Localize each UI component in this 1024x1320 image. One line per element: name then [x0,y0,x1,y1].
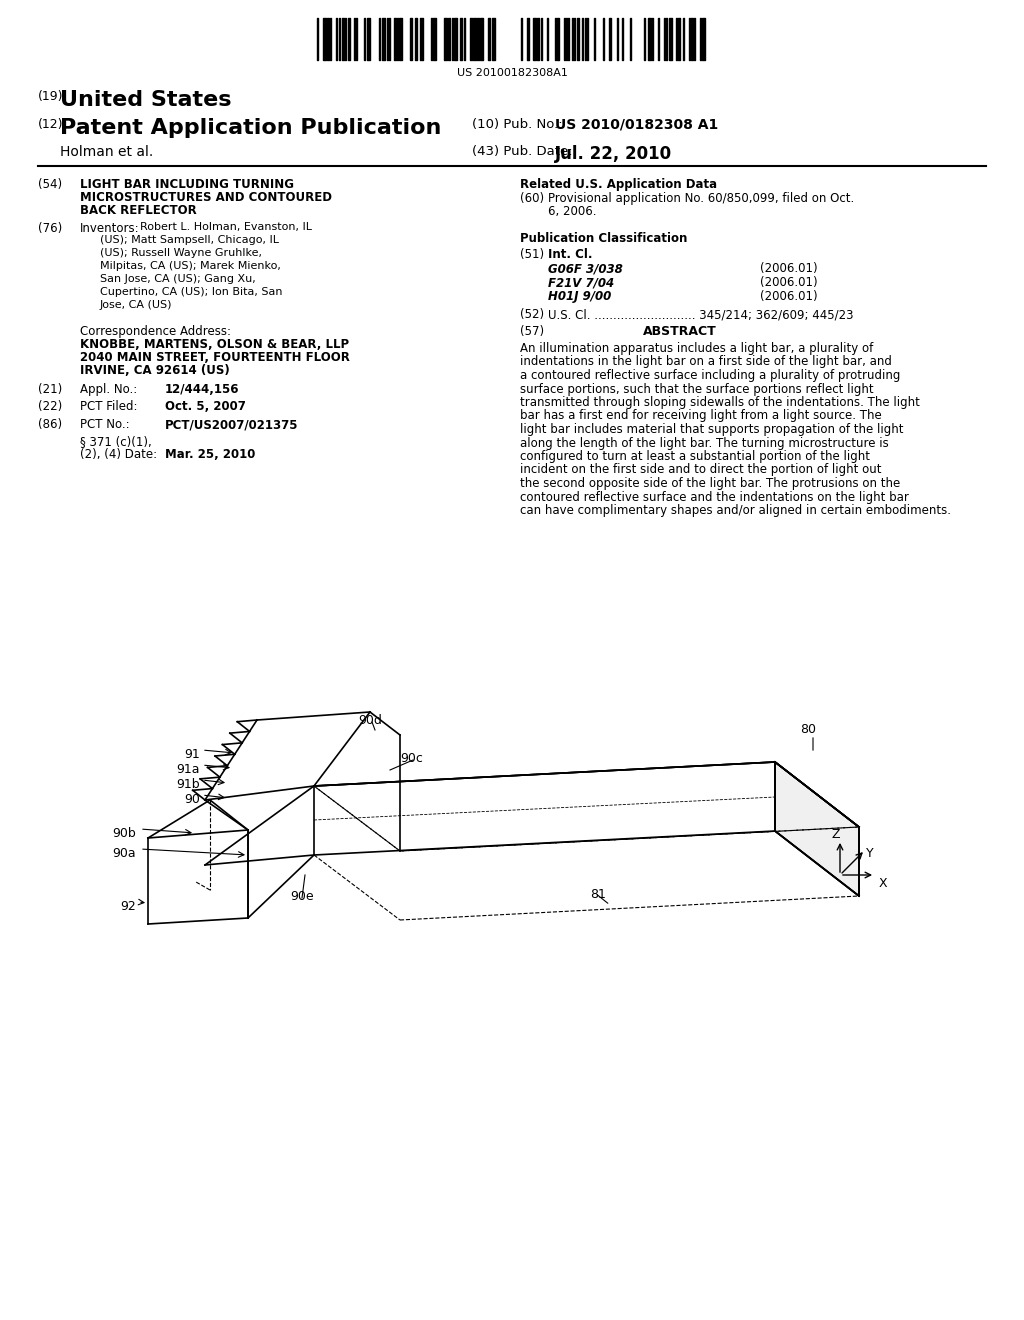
Text: F21V 7/04: F21V 7/04 [548,276,614,289]
Text: Provisional application No. 60/850,099, filed on Oct.: Provisional application No. 60/850,099, … [548,191,854,205]
Text: (US); Matt Sampsell, Chicago, IL: (US); Matt Sampsell, Chicago, IL [100,235,279,246]
Text: § 371 (c)(1),: § 371 (c)(1), [80,436,152,447]
Text: 12/444,156: 12/444,156 [165,383,240,396]
Text: BACK REFLECTOR: BACK REFLECTOR [80,205,197,216]
Text: (60): (60) [520,191,544,205]
Text: indentations in the light bar on a first side of the light bar, and: indentations in the light bar on a first… [520,355,892,368]
Text: 91: 91 [184,748,200,762]
Text: (22): (22) [38,400,62,413]
Text: incident on the first side and to direct the portion of light out: incident on the first side and to direct… [520,463,882,477]
Text: Correspondence Address:: Correspondence Address: [80,325,231,338]
Text: ABSTRACT: ABSTRACT [643,325,717,338]
Text: 91b: 91b [176,777,200,791]
Text: (54): (54) [38,178,62,191]
Text: Mar. 25, 2010: Mar. 25, 2010 [165,447,255,461]
Text: X: X [879,876,888,890]
Text: US 20100182308A1: US 20100182308A1 [457,69,567,78]
Text: PCT/US2007/021375: PCT/US2007/021375 [165,418,299,432]
Text: (21): (21) [38,383,62,396]
Text: 90e: 90e [290,890,313,903]
Text: the second opposite side of the light bar. The protrusions on the: the second opposite side of the light ba… [520,477,900,490]
Text: (52): (52) [520,308,544,321]
Text: PCT Filed:: PCT Filed: [80,400,137,413]
Text: (US); Russell Wayne Gruhlke,: (US); Russell Wayne Gruhlke, [100,248,262,257]
Text: (86): (86) [38,418,62,432]
Text: (2006.01): (2006.01) [760,261,817,275]
Text: Cupertino, CA (US); Ion Bita, San: Cupertino, CA (US); Ion Bita, San [100,286,283,297]
Text: bar has a first end for receiving light from a light source. The: bar has a first end for receiving light … [520,409,882,422]
Text: 91a: 91a [176,763,200,776]
Text: Int. Cl.: Int. Cl. [548,248,593,261]
Text: Milpitas, CA (US); Marek Mienko,: Milpitas, CA (US); Marek Mienko, [100,261,281,271]
Text: 90c: 90c [400,752,423,766]
Text: Publication Classification: Publication Classification [520,232,687,246]
Text: U.S. Cl. ........................... 345/214; 362/609; 445/23: U.S. Cl. ........................... 345… [548,308,853,321]
Text: can have complimentary shapes and/or aligned in certain embodiments.: can have complimentary shapes and/or ali… [520,504,951,517]
Text: US 2010/0182308 A1: US 2010/0182308 A1 [555,117,718,132]
Text: surface portions, such that the surface portions reflect light: surface portions, such that the surface … [520,383,873,396]
Text: Inventors:: Inventors: [80,222,139,235]
Text: Z: Z [831,828,841,841]
Text: (43) Pub. Date:: (43) Pub. Date: [472,145,572,158]
Text: KNOBBE, MARTENS, OLSON & BEAR, LLP: KNOBBE, MARTENS, OLSON & BEAR, LLP [80,338,349,351]
Text: (10) Pub. No.:: (10) Pub. No.: [472,117,562,131]
Text: 81: 81 [590,888,606,902]
Text: MICROSTRUCTURES AND CONTOURED: MICROSTRUCTURES AND CONTOURED [80,191,332,205]
Text: (51): (51) [520,248,544,261]
Polygon shape [775,762,859,896]
Text: (2006.01): (2006.01) [760,290,817,304]
Text: Appl. No.:: Appl. No.: [80,383,137,396]
Text: 90d: 90d [358,714,382,727]
Text: Jose, CA (US): Jose, CA (US) [100,300,172,310]
Text: An illumination apparatus includes a light bar, a plurality of: An illumination apparatus includes a lig… [520,342,873,355]
Text: G06F 3/038: G06F 3/038 [548,261,623,275]
Text: IRVINE, CA 92614 (US): IRVINE, CA 92614 (US) [80,364,229,378]
Text: Y: Y [866,847,873,861]
Text: San Jose, CA (US); Gang Xu,: San Jose, CA (US); Gang Xu, [100,275,256,284]
Text: United States: United States [60,90,231,110]
Text: contoured reflective surface and the indentations on the light bar: contoured reflective surface and the ind… [520,491,909,503]
Text: (2), (4) Date:: (2), (4) Date: [80,447,157,461]
Text: Jul. 22, 2010: Jul. 22, 2010 [555,145,672,162]
Text: Holman et al.: Holman et al. [60,145,154,158]
Text: configured to turn at least a substantial portion of the light: configured to turn at least a substantia… [520,450,870,463]
Text: light bar includes material that supports propagation of the light: light bar includes material that support… [520,422,903,436]
Text: Robert L. Holman, Evanston, IL: Robert L. Holman, Evanston, IL [140,222,312,232]
Text: (19): (19) [38,90,63,103]
Text: H01J 9/00: H01J 9/00 [548,290,611,304]
Text: (12): (12) [38,117,63,131]
Text: 90b: 90b [113,828,136,840]
Text: (76): (76) [38,222,62,235]
Text: 90a: 90a [113,847,136,861]
Text: 80: 80 [800,723,816,737]
Text: 92: 92 [120,900,136,913]
Text: 2040 MAIN STREET, FOURTEENTH FLOOR: 2040 MAIN STREET, FOURTEENTH FLOOR [80,351,350,364]
Text: PCT No.:: PCT No.: [80,418,130,432]
Text: Oct. 5, 2007: Oct. 5, 2007 [165,400,246,413]
Text: transmitted through sloping sidewalls of the indentations. The light: transmitted through sloping sidewalls of… [520,396,920,409]
Text: a contoured reflective surface including a plurality of protruding: a contoured reflective surface including… [520,370,900,381]
Text: Related U.S. Application Data: Related U.S. Application Data [520,178,717,191]
Text: 6, 2006.: 6, 2006. [548,205,597,218]
Text: (2006.01): (2006.01) [760,276,817,289]
Text: (57): (57) [520,325,544,338]
Text: along the length of the light bar. The turning microstructure is: along the length of the light bar. The t… [520,437,889,450]
Text: Patent Application Publication: Patent Application Publication [60,117,441,139]
Text: LIGHT BAR INCLUDING TURNING: LIGHT BAR INCLUDING TURNING [80,178,294,191]
Text: 90: 90 [184,793,200,807]
